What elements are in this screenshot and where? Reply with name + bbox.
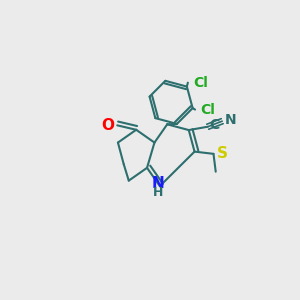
Text: N: N bbox=[225, 113, 236, 127]
Text: C: C bbox=[209, 118, 220, 132]
Text: Cl: Cl bbox=[193, 76, 208, 90]
Text: S: S bbox=[217, 146, 228, 161]
Text: N: N bbox=[152, 176, 165, 191]
Text: Cl: Cl bbox=[200, 103, 215, 117]
Text: O: O bbox=[101, 118, 114, 133]
Text: H: H bbox=[153, 186, 164, 199]
